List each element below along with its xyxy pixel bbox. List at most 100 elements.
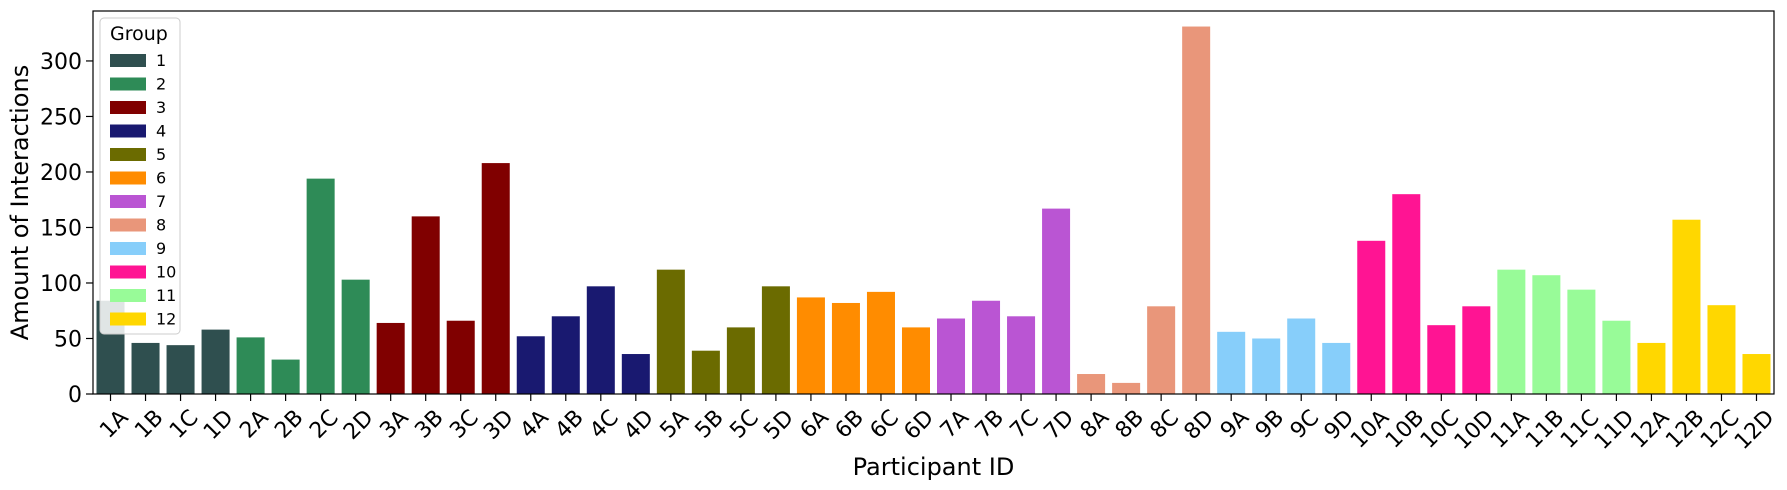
x-tick-label: 1A	[95, 405, 133, 443]
x-tick-label: 1D	[199, 405, 239, 445]
bars-layer	[96, 26, 1771, 394]
bar-12D	[1742, 354, 1771, 394]
bar-5C	[726, 327, 755, 394]
bar-6C	[866, 291, 895, 394]
x-axis: 1A1B1C1D2A2B2C2D3A3B3C3D4A4B4C4D5A5B5C5D…	[95, 394, 1779, 455]
x-tick-label: 7B	[971, 405, 1009, 443]
bar-1D	[201, 329, 230, 394]
x-tick-label: 8C	[1146, 405, 1184, 443]
x-tick-label: 3C	[445, 405, 483, 443]
legend-label-4: 4	[156, 122, 166, 141]
x-tick-label: 7D	[1040, 405, 1080, 445]
bar-3D	[481, 163, 510, 394]
x-tick-label: 4C	[585, 405, 623, 443]
bar-12C	[1707, 305, 1736, 394]
legend-label-2: 2	[156, 75, 166, 94]
x-tick-label: 3A	[375, 405, 413, 443]
bar-10A	[1357, 240, 1386, 394]
bar-2D	[341, 279, 370, 394]
x-tick-label: 1B	[130, 405, 168, 443]
x-tick-label: 8D	[1180, 405, 1220, 445]
x-tick-label: 4D	[619, 405, 659, 445]
y-tick-label: 0	[68, 383, 82, 408]
legend-swatch-8	[110, 218, 146, 232]
bar-12B	[1672, 219, 1701, 394]
bar-3B	[411, 216, 440, 394]
legend-swatch-10	[110, 265, 146, 279]
bar-6D	[901, 327, 930, 394]
legend-label-9: 9	[156, 239, 166, 258]
x-tick-label: 2D	[339, 405, 379, 445]
x-tick-label: 2B	[270, 405, 308, 443]
x-tick-label: 5C	[725, 405, 763, 443]
y-tick-label: 150	[40, 216, 82, 241]
bar-8B	[1112, 382, 1141, 394]
y-tick-label: 100	[40, 272, 82, 297]
bar-11C	[1567, 289, 1596, 394]
bar-5D	[761, 286, 790, 394]
legend-swatch-12	[110, 312, 146, 326]
x-tick-label: 3B	[410, 405, 448, 443]
legend-swatch-5	[110, 148, 146, 161]
x-tick-label: 7C	[1006, 405, 1044, 443]
bar-4B	[551, 316, 580, 394]
legend-swatch-9	[110, 242, 146, 255]
x-tick-label: 2A	[235, 405, 273, 443]
bar-8C	[1147, 306, 1176, 394]
y-tick-label: 50	[54, 327, 82, 352]
legend-label-12: 12	[156, 310, 176, 329]
bar-2A	[236, 337, 265, 394]
legend-label-3: 3	[156, 98, 166, 117]
plot-frame	[92, 10, 1775, 395]
bar-11A	[1497, 269, 1526, 394]
bar-9C	[1287, 318, 1316, 394]
x-tick-label: 8A	[1076, 405, 1114, 443]
x-tick-label: 5A	[656, 405, 694, 443]
x-tick-label: 7A	[936, 405, 974, 443]
bar-9A	[1217, 331, 1246, 394]
legend-label-7: 7	[156, 192, 166, 211]
bar-4C	[586, 286, 615, 394]
x-tick-label: 4A	[516, 405, 554, 443]
legend-swatch-4	[110, 124, 146, 138]
x-tick-label: 9C	[1286, 405, 1324, 443]
legend-label-8: 8	[156, 216, 166, 235]
x-tick-label: 3D	[479, 405, 519, 445]
bar-3C	[446, 320, 475, 394]
x-tick-label: 9A	[1216, 405, 1254, 443]
bar-2C	[306, 178, 335, 394]
bar-7A	[937, 318, 966, 394]
x-tick-label: 2C	[305, 405, 343, 443]
bar-7C	[1007, 316, 1036, 394]
bar-7B	[972, 300, 1001, 394]
legend-swatch-7	[110, 195, 146, 208]
bar-3A	[376, 322, 405, 394]
x-tick-label: 6B	[831, 405, 869, 443]
bar-8A	[1077, 374, 1106, 394]
bar-4D	[621, 354, 650, 394]
bar-1C	[166, 345, 195, 394]
y-tick-label: 300	[40, 50, 82, 75]
bar-5A	[656, 269, 685, 394]
bar-6A	[796, 297, 825, 394]
bar-4A	[516, 336, 545, 394]
x-tick-label: 4B	[551, 405, 589, 443]
x-tick-label: 1C	[165, 405, 203, 443]
x-tick-label: 6C	[866, 405, 904, 443]
x-tick-label: 9B	[1251, 405, 1289, 443]
x-tick-label: 5D	[759, 405, 799, 445]
bar-10C	[1427, 325, 1456, 394]
legend-swatch-2	[110, 77, 146, 91]
x-tick-label: 5B	[691, 405, 729, 443]
legend-label-11: 11	[156, 286, 176, 305]
x-axis-label: Participant ID	[853, 453, 1015, 481]
bar-9D	[1322, 342, 1351, 394]
legend-label-10: 10	[156, 263, 176, 282]
bar-7D	[1042, 208, 1071, 394]
bar-10B	[1392, 194, 1421, 394]
y-axis: 0 50 100 150 200 250 300	[40, 50, 93, 408]
bar-9B	[1252, 338, 1281, 394]
